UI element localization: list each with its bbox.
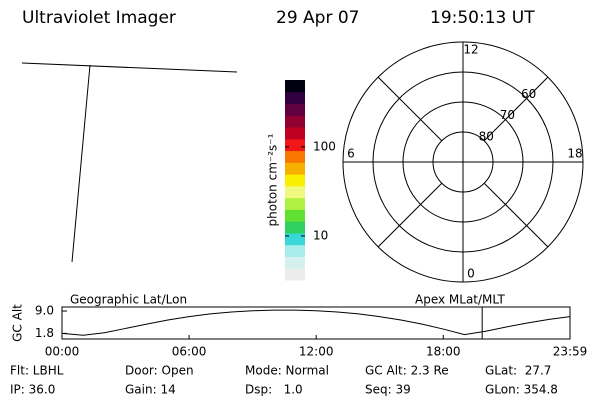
y-tick-label: 1.8 <box>35 326 54 340</box>
x-tick-label: 00:00 <box>45 345 80 359</box>
y-tick-label: 9.0 <box>35 304 54 318</box>
color-segment <box>285 115 305 128</box>
info-field: IP: 36.0 <box>10 383 55 397</box>
colorbar-tick-label: 10 <box>313 228 328 242</box>
color-segment <box>285 138 305 152</box>
info-field: Mode: Normal <box>245 364 329 378</box>
mlt-label: 6 <box>347 147 355 161</box>
axis <box>377 182 443 248</box>
x-tick-label: 12:00 <box>299 345 334 359</box>
info-field: Flt: LBHL <box>10 364 64 378</box>
lat-circle <box>402 101 524 223</box>
color-segment <box>285 197 305 210</box>
color-segment <box>285 268 305 281</box>
mlt-label: 18 <box>567 147 582 161</box>
color-segment <box>285 150 305 163</box>
color-segment <box>285 209 305 222</box>
plot-frame <box>61 306 571 340</box>
color-segment <box>285 256 305 269</box>
color-segment <box>285 221 305 234</box>
info-field: Door: Open <box>125 364 194 378</box>
date: 29 Apr 07 <box>276 8 359 28</box>
y-axis-label: GC Alt <box>11 304 25 342</box>
color-segment <box>285 232 305 246</box>
geo-line <box>21 62 238 73</box>
color-segment <box>285 103 305 116</box>
lat-label: 70 <box>500 108 515 122</box>
color-segment <box>285 162 305 175</box>
color-segment <box>285 91 305 105</box>
axis <box>377 76 443 142</box>
right-label: Apex MLat/MLT <box>415 293 505 307</box>
colorbar-label: photon cm⁻²s⁻¹ <box>266 133 280 226</box>
x-tick-label: 06:00 <box>172 345 207 359</box>
info-field: Dsp: 1.0 <box>245 383 303 397</box>
left-label: Geographic Lat/Lon <box>70 293 187 307</box>
mlt-label: 0 <box>467 267 475 281</box>
lat-label: 60 <box>521 87 536 101</box>
time: 19:50:13 UT <box>430 8 535 28</box>
info-field: GLon: 354.8 <box>485 383 558 397</box>
info-field: Gain: 14 <box>125 383 176 397</box>
color-segment <box>285 185 305 199</box>
x-tick-label: 23:59 <box>553 345 588 359</box>
axis <box>483 182 549 248</box>
title: Ultraviolet Imager <box>22 8 176 28</box>
info-field: GLat: 27.7 <box>485 364 551 378</box>
color-segment <box>285 127 305 140</box>
x-tick-label: 18:00 <box>426 345 461 359</box>
lat-circle <box>432 131 494 193</box>
lat-label: 80 <box>479 129 494 143</box>
color-segment <box>285 244 305 257</box>
lat-circle <box>372 71 554 253</box>
mlt-label: 12 <box>463 43 478 57</box>
altitude-line <box>61 309 571 336</box>
color-segment <box>285 80 305 93</box>
geo-line <box>71 64 91 263</box>
color-segment <box>285 174 305 187</box>
info-field: Seq: 39 <box>365 383 411 397</box>
info-field: GC Alt: 2.3 Re <box>365 364 449 378</box>
axis <box>483 76 549 142</box>
colorbar-tick-label: 100 <box>313 139 336 153</box>
